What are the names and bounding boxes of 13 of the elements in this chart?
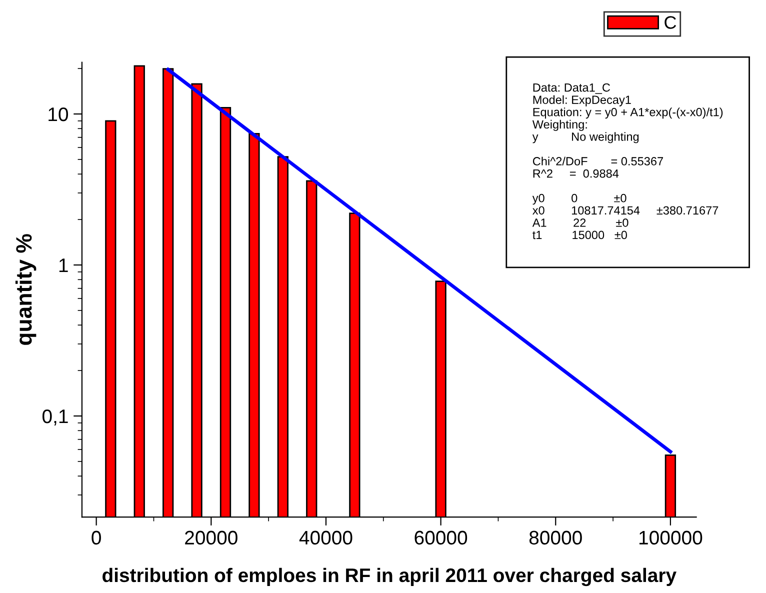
legend-label: C <box>664 16 676 29</box>
y-tick-label: 0,1 <box>42 409 68 426</box>
text: Data: Data1_C Model: ExpDecay1 Equation: y = y0 + A1*exp(-(x-x0)/t1) Weighting: y No weighting Chi^2/DoF = 0.55367 R^2 = 0.9884 y0 0 ±0 x0 10817.74154 ±380.71677 A1 22 ±0 t1 15000 ±0 <box>532 83 723 240</box>
x-tick-label: 60000 <box>414 530 468 545</box>
y-axis-title: quantity % <box>15 234 36 345</box>
y-tick-label: 10 <box>48 107 68 122</box>
y-tick-label: 1 <box>59 258 68 272</box>
x-tick-label: 80000 <box>529 530 582 545</box>
x-axis-title: distribution of emploes in RF in april 2011 over charged salary <box>102 568 676 586</box>
x-tick-label: 100000 <box>640 530 702 545</box>
x-tick-label: 0 <box>92 530 101 545</box>
x-tick-label: 20000 <box>185 530 238 545</box>
x-tick-label: 40000 <box>299 530 352 545</box>
